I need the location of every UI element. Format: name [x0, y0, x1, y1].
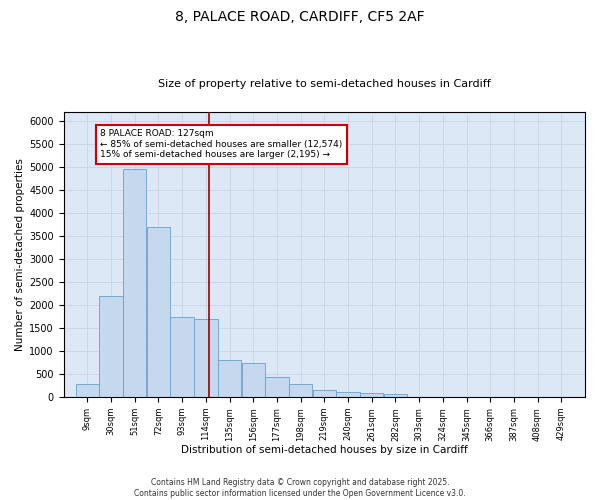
Bar	[218, 360, 241, 397]
X-axis label: Distribution of semi-detached houses by size in Cardiff: Distribution of semi-detached houses by …	[181, 445, 467, 455]
Bar	[100, 296, 123, 397]
Bar	[313, 390, 336, 397]
Bar	[123, 170, 146, 397]
Bar	[242, 362, 265, 397]
Bar	[147, 227, 170, 397]
Text: Contains HM Land Registry data © Crown copyright and database right 2025.
Contai: Contains HM Land Registry data © Crown c…	[134, 478, 466, 498]
Text: 8, PALACE ROAD, CARDIFF, CF5 2AF: 8, PALACE ROAD, CARDIFF, CF5 2AF	[175, 10, 425, 24]
Bar	[194, 319, 218, 397]
Title: Size of property relative to semi-detached houses in Cardiff: Size of property relative to semi-detach…	[158, 79, 491, 89]
Bar	[170, 316, 194, 397]
Text: 8 PALACE ROAD: 127sqm
← 85% of semi-detached houses are smaller (12,574)
15% of : 8 PALACE ROAD: 127sqm ← 85% of semi-deta…	[100, 130, 343, 160]
Bar	[337, 392, 359, 397]
Bar	[76, 384, 99, 397]
Bar	[265, 378, 289, 397]
Bar	[289, 384, 313, 397]
Y-axis label: Number of semi-detached properties: Number of semi-detached properties	[15, 158, 25, 351]
Bar	[360, 394, 383, 397]
Bar	[384, 394, 407, 397]
